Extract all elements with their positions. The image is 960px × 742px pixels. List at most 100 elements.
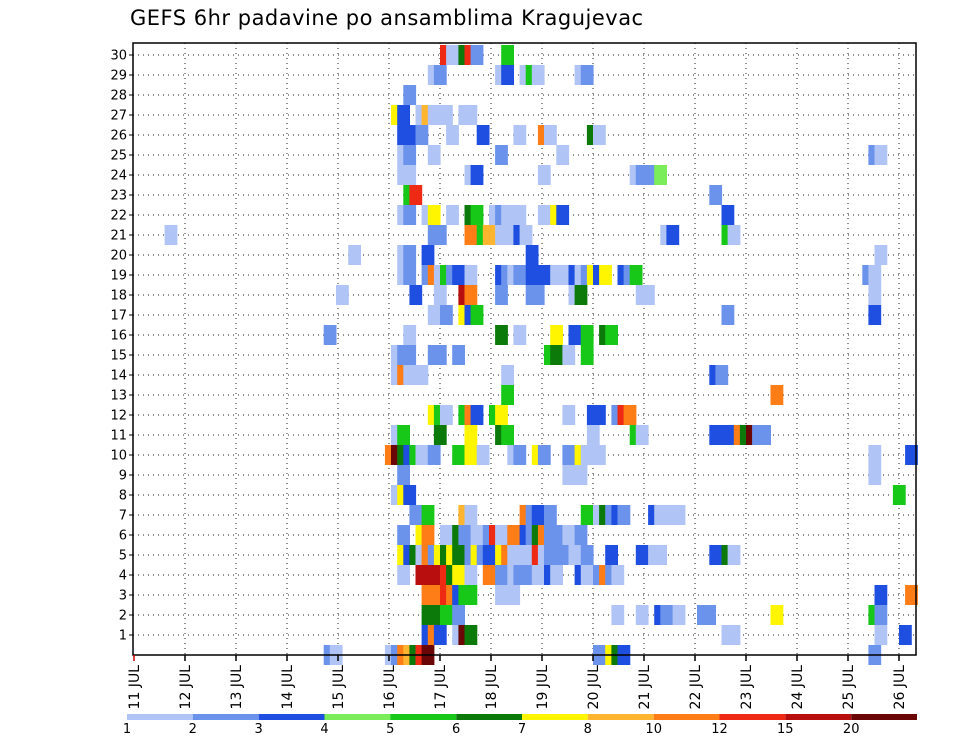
chart-title: GEFS 6hr padavine po ansamblima Kragujev… [130, 6, 644, 30]
heatmap-cell [525, 245, 539, 265]
heatmap-cell [421, 245, 435, 265]
heatmap-cell [586, 425, 600, 445]
y-tick-label: 30 [110, 49, 127, 64]
heatmap-cell [611, 605, 625, 625]
heatmap-cell [440, 405, 453, 425]
heatmap-cell [605, 325, 618, 345]
heatmap-cell [421, 525, 435, 545]
heatmap-cell [550, 325, 563, 345]
heatmap-cell [495, 285, 508, 305]
y-tick-label: 7 [119, 509, 127, 524]
heatmap-cells [164, 45, 918, 665]
legend-label: 15 [777, 722, 794, 737]
heatmap-cell [464, 625, 478, 645]
heatmap-cell [574, 465, 588, 485]
heatmap-cell [580, 505, 594, 525]
heatmap-cell [464, 445, 478, 465]
heatmap-cell [580, 545, 594, 565]
legend-swatch [785, 714, 852, 720]
heatmap-cell [446, 125, 459, 145]
heatmap-cell [580, 445, 594, 465]
x-tick-label: 12 JUL [178, 665, 194, 710]
y-tick-label: 6 [119, 529, 127, 544]
heatmap-cell [415, 365, 429, 385]
heatmap-cell [501, 425, 514, 445]
heatmap-cell [482, 225, 496, 245]
heatmap-cell [513, 125, 527, 145]
heatmap-cell [501, 225, 514, 245]
heatmap-cell [464, 105, 478, 125]
heatmap-cell [501, 205, 514, 225]
heatmap-cell [874, 625, 888, 645]
heatmap-cell [452, 605, 465, 625]
heatmap-cell [507, 585, 521, 605]
heatmap-cell [605, 545, 618, 565]
legend-swatch [390, 714, 457, 720]
heatmap-cell [580, 325, 594, 345]
heatmap-cell [476, 445, 490, 465]
legend-label: 7 [518, 722, 526, 737]
legend-label: 12 [711, 722, 728, 737]
heatmap-cell [397, 425, 410, 445]
heatmap-cell [519, 545, 533, 565]
heatmap-cell [562, 405, 576, 425]
heatmap-cell [397, 565, 410, 585]
heatmap-cell [905, 445, 918, 465]
heatmap-cell [550, 345, 563, 365]
heatmap-cell [709, 185, 723, 205]
y-tick-label: 21 [110, 229, 127, 244]
heatmap-cell [440, 305, 453, 325]
legend-label: 4 [320, 722, 328, 737]
heatmap-cell [409, 185, 423, 205]
x-tick-label: 11 JUL [127, 665, 143, 710]
heatmap-cell [654, 545, 667, 565]
x-tick-label: 20 JUL [586, 665, 602, 710]
legend-swatch [127, 714, 193, 720]
heatmap-cell [556, 205, 570, 225]
legend-swatch [324, 714, 391, 720]
y-tick-label: 26 [110, 129, 127, 144]
heatmap-cell [507, 545, 521, 565]
heatmap-cell [868, 305, 882, 325]
heatmap-cell [635, 425, 649, 445]
y-tick-label: 17 [110, 309, 127, 324]
y-tick-label: 19 [110, 269, 127, 284]
heatmap-cell [403, 265, 417, 285]
heatmap-cell [336, 285, 349, 305]
heatmap-cell [611, 565, 625, 585]
heatmap-cell [433, 345, 447, 365]
heatmap-cell [348, 245, 361, 265]
y-tick-label: 14 [110, 369, 127, 384]
heatmap-cell [513, 325, 527, 345]
heatmap-cell [403, 165, 417, 185]
heatmap-cell [403, 85, 417, 105]
heatmap-cell [715, 365, 729, 385]
heatmap-cell [495, 325, 508, 345]
y-tick-label: 25 [110, 149, 127, 164]
heatmap-cell [164, 225, 178, 245]
heatmap-cell [464, 505, 478, 525]
heatmap-cell [403, 345, 417, 365]
legend-swatch [653, 714, 720, 720]
legend-label: 1 [123, 722, 131, 737]
x-tick-label: 16 JUL [382, 665, 398, 710]
heatmap-cell [427, 145, 441, 165]
heatmap-cell [580, 345, 594, 365]
legend-swatch [456, 714, 522, 720]
heatmap-cell [433, 225, 447, 245]
x-axis: 11 JUL 12 JUL 13 JUL 14 JUL 15 JUL 16 JUL 17 J… [127, 655, 908, 709]
heatmap-cell [501, 45, 514, 65]
y-tick-label: 8 [119, 489, 127, 504]
heatmap-cell [770, 385, 784, 405]
heatmap-cell [703, 605, 716, 625]
heatmap-cell [507, 525, 521, 545]
heatmap-cell [537, 265, 551, 285]
heatmap-cell [868, 445, 882, 465]
heatmap-cell [525, 265, 539, 285]
heatmap-cell [727, 625, 741, 645]
heatmap-cell [721, 205, 735, 225]
heatmap-cell [464, 225, 478, 245]
y-axis: 1234567891011121314151617181920212223242… [110, 49, 133, 644]
heatmap-cell [501, 65, 514, 85]
heatmap-cell [501, 365, 514, 385]
